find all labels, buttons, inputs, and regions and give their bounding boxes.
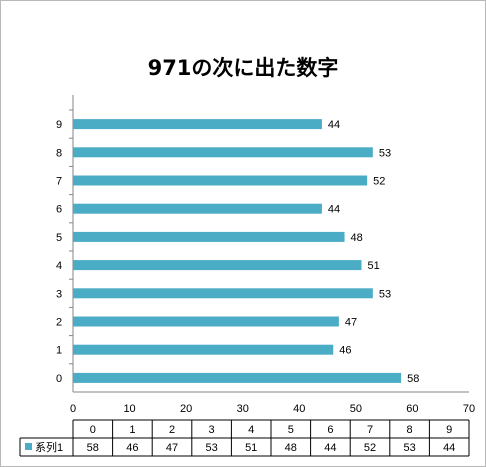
data-label-1: 46: [339, 345, 351, 357]
table-value-4: 51: [245, 442, 257, 454]
x-tick-label-20: 20: [180, 403, 192, 415]
bar-6: [73, 203, 322, 214]
data-label-7: 52: [373, 176, 385, 188]
data-label-6: 44: [328, 204, 340, 216]
data-label-8: 53: [379, 147, 391, 159]
table-header-8: 8: [407, 424, 413, 436]
table-value-3: 53: [205, 442, 217, 454]
y-tick-label-5: 5: [56, 232, 62, 244]
table-header-4: 4: [248, 424, 254, 436]
y-tick-label-0: 0: [56, 373, 62, 385]
x-tick-label-30: 30: [237, 403, 249, 415]
data-label-0: 58: [407, 373, 419, 385]
table-value-9: 44: [443, 442, 455, 454]
x-tick-label-50: 50: [350, 403, 362, 415]
y-tick-label-2: 2: [56, 317, 62, 329]
y-tick-label-9: 9: [56, 119, 62, 131]
x-tick-label-40: 40: [293, 403, 305, 415]
table-value-7: 52: [364, 442, 376, 454]
table-value-8: 53: [403, 442, 415, 454]
table-header-9: 9: [446, 424, 452, 436]
table-header-5: 5: [288, 424, 294, 436]
y-tick-label-7: 7: [56, 176, 62, 188]
x-tick-label-10: 10: [123, 403, 135, 415]
bar-2: [73, 316, 339, 327]
table-header-6: 6: [327, 424, 333, 436]
table-header-3: 3: [209, 424, 215, 436]
y-tick-label-4: 4: [56, 260, 62, 272]
legend-key-label: 系列1: [35, 440, 63, 454]
table-header-7: 7: [367, 424, 373, 436]
table-value-1: 46: [126, 442, 138, 454]
data-label-2: 47: [345, 317, 357, 329]
data-label-5: 48: [351, 232, 363, 244]
bar-4: [73, 260, 362, 271]
x-tick-label-0: 0: [70, 403, 76, 415]
y-tick-label-1: 1: [56, 345, 62, 357]
legend-key-swatch: [25, 443, 32, 450]
data-label-4: 51: [368, 260, 380, 272]
table-header-2: 2: [169, 424, 175, 436]
y-tick-label-6: 6: [56, 204, 62, 216]
bar-8: [73, 147, 373, 158]
y-tick-label-3: 3: [56, 288, 62, 300]
bar-3: [73, 288, 373, 299]
data-label-9: 44: [328, 119, 340, 131]
bar-5: [73, 231, 345, 242]
table-header-0: 0: [90, 424, 96, 436]
table-value-2: 47: [166, 442, 178, 454]
data-label-3: 53: [379, 288, 391, 300]
table-value-6: 44: [324, 442, 336, 454]
y-tick-label-8: 8: [56, 147, 62, 159]
bar-7: [73, 175, 368, 186]
table-value-5: 48: [285, 442, 297, 454]
table-value-0: 58: [87, 442, 99, 454]
chart-title: 971の次に出た数字: [147, 56, 339, 80]
table-header-1: 1: [129, 424, 135, 436]
x-tick-label-60: 60: [406, 403, 418, 415]
bar-1: [73, 344, 334, 355]
x-tick-label-70: 70: [463, 403, 475, 415]
bar-9: [73, 119, 322, 130]
bar-0: [73, 372, 402, 383]
